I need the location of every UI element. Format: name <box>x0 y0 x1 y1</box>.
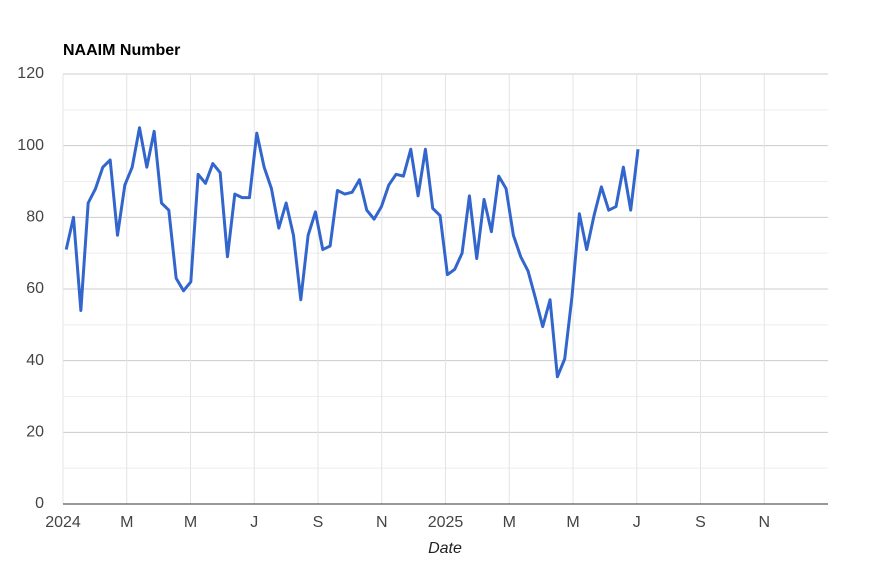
y-tick-label: 0 <box>35 495 44 512</box>
y-tick-label: 40 <box>26 352 44 369</box>
y-tick-label: 120 <box>17 65 44 82</box>
x-tick-label: M <box>503 514 516 531</box>
y-tick-label: 20 <box>26 424 44 441</box>
y-tick-label: 80 <box>26 209 44 226</box>
x-tick-label: 2025 <box>428 514 464 531</box>
x-tick-label: J <box>250 514 258 531</box>
x-tick-label: 2024 <box>45 514 81 531</box>
x-tick-label: S <box>313 514 324 531</box>
x-tick-label: N <box>376 514 388 531</box>
x-tick-label: M <box>566 514 579 531</box>
x-tick-label: M <box>120 514 133 531</box>
x-tick-label: M <box>184 514 197 531</box>
x-tick-label: N <box>758 514 770 531</box>
y-tick-label: 100 <box>17 137 44 154</box>
x-axis-title: Date <box>428 540 462 557</box>
x-tick-label: S <box>695 514 706 531</box>
x-tick-label: J <box>633 514 641 531</box>
y-tick-label: 60 <box>26 280 44 297</box>
data-line <box>64 126 640 379</box>
chart-title: NAAIM Number <box>63 42 180 59</box>
